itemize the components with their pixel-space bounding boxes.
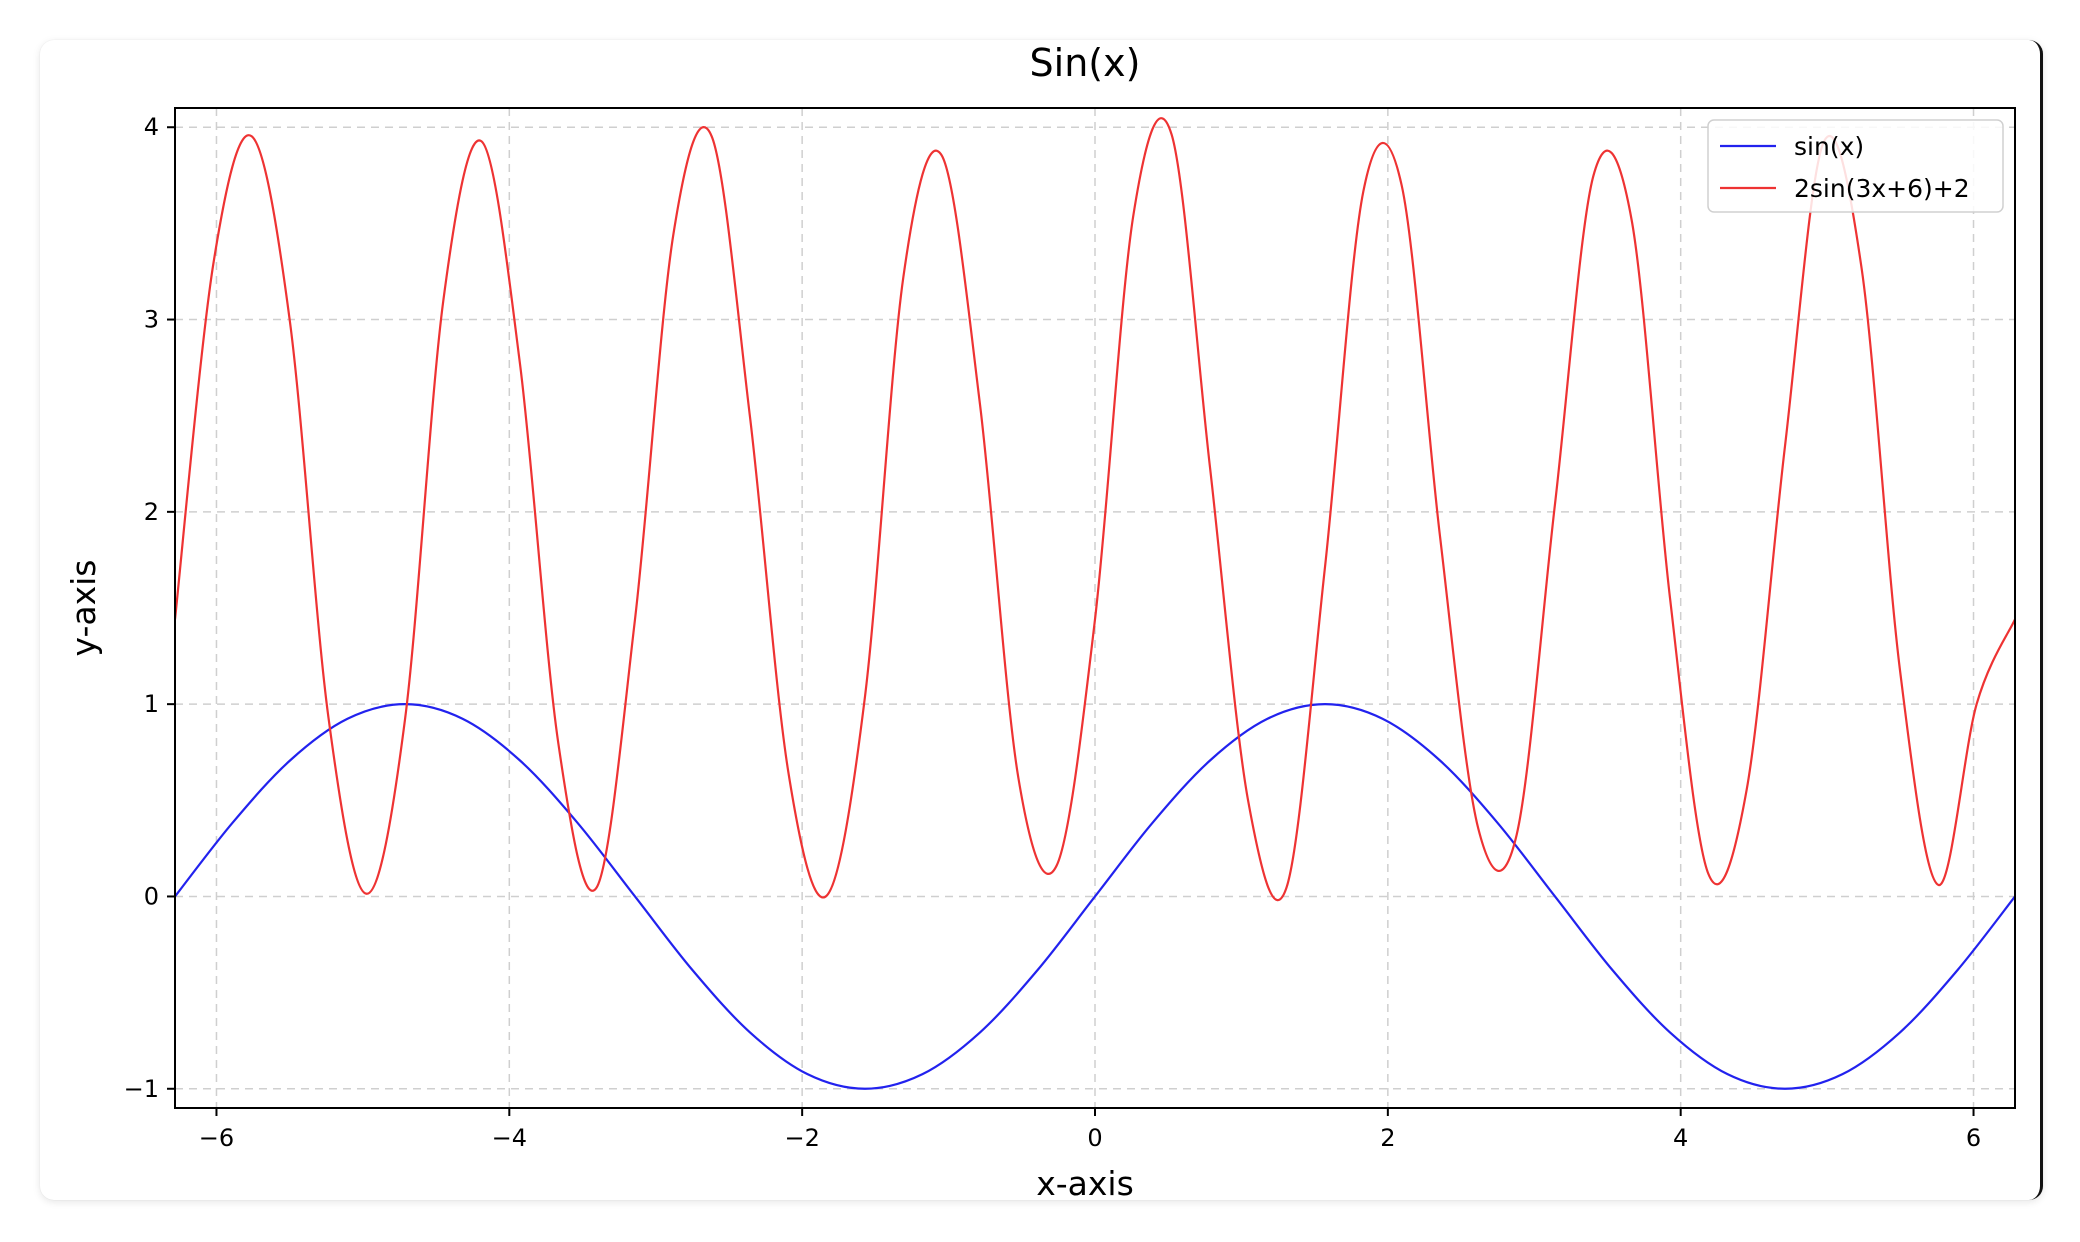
x-axis-label: x-axis — [1036, 1164, 1134, 1200]
chart-title: Sin(x) — [1030, 41, 1141, 85]
x-tick-label: −2 — [784, 1124, 819, 1152]
y-axis-label: y-axis — [64, 560, 103, 657]
y-tick-label: 1 — [144, 690, 159, 718]
series-line-sin — [175, 703, 2015, 1090]
legend: sin(x) 2sin(3x+6)+2 — [1707, 119, 2004, 213]
y-tick-label: 3 — [144, 306, 159, 334]
x-ticks: −6 −4 −2 0 2 4 6 — [199, 1108, 1981, 1152]
x-tick-label: 6 — [1966, 1124, 1981, 1152]
y-tick-label: 2 — [144, 498, 159, 526]
x-tick-label: 0 — [1087, 1124, 1102, 1152]
series-line-shifted-sin — [175, 117, 2015, 902]
x-tick-label: 2 — [1380, 1124, 1395, 1152]
legend-box — [1707, 119, 2004, 213]
legend-label: 2sin(3x+6)+2 — [1794, 174, 1970, 203]
plot-area — [175, 117, 2015, 1090]
chart-card: −6 −4 −2 0 2 4 6 −1 0 1 2 3 4 Sin(x) x-axis y-axis … — [40, 40, 2043, 1200]
grid — [175, 108, 2015, 1108]
x-tick-label: −4 — [492, 1124, 527, 1152]
legend-label: sin(x) — [1794, 132, 1864, 161]
y-tick-label: −1 — [124, 1075, 159, 1103]
y-tick-label: 4 — [144, 113, 159, 141]
axes-frame — [174, 107, 2016, 1109]
y-tick-label: 0 — [144, 882, 159, 910]
y-ticks: −1 0 1 2 3 4 — [124, 113, 175, 1103]
x-tick-label: 4 — [1673, 1124, 1688, 1152]
x-tick-label: −6 — [199, 1124, 234, 1152]
